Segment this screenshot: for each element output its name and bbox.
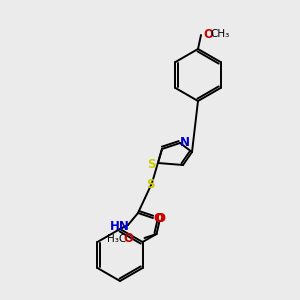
Text: S: S [147,158,155,170]
Text: O: O [203,28,213,40]
Text: O: O [124,232,134,245]
Text: H₃C: H₃C [107,234,126,244]
Text: O: O [153,212,163,224]
Text: CH₃: CH₃ [210,29,229,39]
Text: O: O [155,212,166,224]
Text: S: S [146,178,154,190]
Text: HN: HN [110,220,130,232]
Text: N: N [180,136,190,148]
